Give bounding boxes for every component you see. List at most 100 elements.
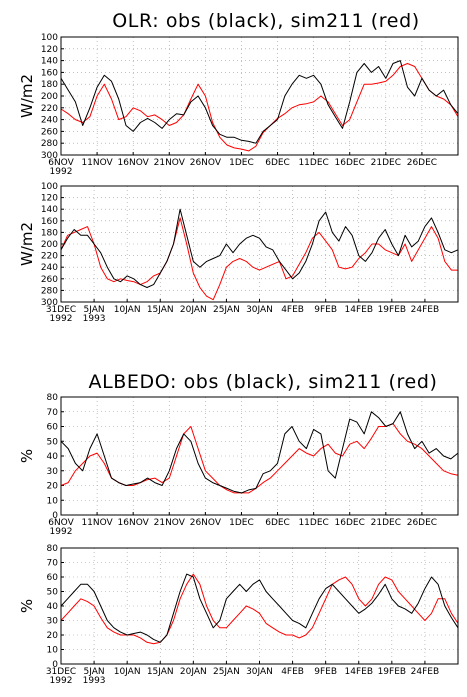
y-tick-label: 200 bbox=[41, 240, 58, 250]
obs-series-line bbox=[60, 60, 459, 144]
y-tick-label: 120 bbox=[41, 45, 58, 55]
y-tick-label: 10 bbox=[47, 496, 59, 506]
y-tick-label: 70 bbox=[47, 559, 59, 569]
x-tick-label: 11DEC bbox=[298, 518, 328, 528]
plot-frame bbox=[60, 36, 459, 156]
x-tick-label: 21DEC bbox=[371, 158, 401, 168]
x-tick-label: 11NOV bbox=[81, 158, 113, 168]
x-tick-label: 1DEC bbox=[229, 158, 254, 168]
chart-panels: 1001201401601802002202402602803006NOV199… bbox=[18, 33, 459, 686]
x-tick-label: 31DEC bbox=[46, 305, 76, 315]
y-tick-label: 60 bbox=[47, 423, 59, 433]
x-tick-label: 19FEB bbox=[378, 305, 407, 315]
y-tick-label: 50 bbox=[47, 588, 59, 598]
y-tick-label: 140 bbox=[41, 205, 58, 215]
x-tick-label: 10JAN bbox=[114, 305, 141, 315]
x-tick-label: 24FEB bbox=[411, 305, 440, 315]
x-tick-year-label: 1993 bbox=[83, 314, 106, 324]
obs-series-line bbox=[60, 573, 459, 643]
plot-frame bbox=[60, 547, 459, 665]
x-tick-label: 19FEB bbox=[378, 667, 407, 677]
y-tick-label: 10 bbox=[47, 646, 59, 656]
x-tick-label: 24FEB bbox=[411, 667, 440, 677]
y-tick-label: 40 bbox=[47, 452, 59, 462]
plot-frame bbox=[60, 185, 459, 303]
y-tick-label: 40 bbox=[47, 602, 59, 612]
y-tick-label: 260 bbox=[41, 127, 58, 137]
y-tick-label: 180 bbox=[41, 80, 58, 90]
x-tick-year-label: 1993 bbox=[83, 676, 106, 686]
x-tick-label: 21DEC bbox=[371, 518, 401, 528]
y-tick-label: 160 bbox=[41, 68, 58, 78]
y-tick-label: 220 bbox=[41, 252, 58, 262]
sim-series-line bbox=[60, 63, 459, 152]
x-tick-label: 26DEC bbox=[407, 158, 437, 168]
x-tick-label: 20JAN bbox=[180, 305, 207, 315]
y-tick-label: 240 bbox=[41, 116, 58, 126]
y-tick-label: 140 bbox=[41, 57, 58, 67]
x-tick-label: 11NOV bbox=[81, 518, 113, 528]
olr-title: OLR: obs (black), sim211 (red) bbox=[112, 10, 420, 32]
y-tick-label: 80 bbox=[47, 393, 59, 403]
x-tick-label: 6NOV bbox=[48, 158, 74, 168]
y-tick-label: 300 bbox=[41, 151, 58, 161]
y-axis-label: W/m2 bbox=[18, 222, 36, 266]
y-tick-label: 50 bbox=[47, 437, 59, 447]
y-tick-label: 70 bbox=[47, 408, 59, 418]
x-tick-label: 30JAN bbox=[246, 305, 273, 315]
x-tick-label: 15JAN bbox=[147, 667, 174, 677]
x-tick-label: 20JAN bbox=[180, 667, 207, 677]
y-tick-label: 60 bbox=[47, 573, 59, 583]
x-tick-label: 25JAN bbox=[213, 667, 240, 677]
x-tick-label: 16DEC bbox=[335, 518, 365, 528]
x-tick-label: 5JAN bbox=[84, 667, 105, 677]
x-tick-label: 14FEB bbox=[345, 667, 374, 677]
x-tick-year-label: 1992 bbox=[50, 527, 73, 537]
y-axis-label: W/m2 bbox=[18, 74, 36, 118]
x-tick-label: 26DEC bbox=[407, 518, 437, 528]
y-tick-label: 80 bbox=[47, 544, 59, 554]
y-tick-label: 180 bbox=[41, 228, 58, 238]
y-tick-label: 160 bbox=[41, 217, 58, 227]
albedo-title: ALBEDO: obs (black), sim211 (red) bbox=[88, 371, 437, 393]
y-tick-label: 280 bbox=[41, 286, 58, 296]
x-tick-label: 6NOV bbox=[48, 518, 74, 528]
x-tick-label: 30JAN bbox=[246, 667, 273, 677]
y-tick-label: 0 bbox=[52, 660, 58, 670]
sim-series-line bbox=[60, 217, 458, 301]
chart-panel-2: 10012014016018020022024026028030031DEC19… bbox=[18, 182, 459, 324]
x-tick-label: 16NOV bbox=[118, 518, 150, 528]
plot-frame bbox=[60, 396, 459, 516]
y-axis-label: % bbox=[18, 449, 36, 463]
obs-series-line bbox=[60, 411, 459, 494]
x-tick-label: 5JAN bbox=[84, 305, 105, 315]
x-tick-label: 21NOV bbox=[154, 158, 186, 168]
y-tick-label: 100 bbox=[41, 33, 58, 43]
y-tick-label: 20 bbox=[47, 482, 59, 492]
x-tick-label: 26NOV bbox=[190, 158, 222, 168]
y-tick-label: 120 bbox=[41, 194, 58, 204]
y-tick-label: 0 bbox=[52, 511, 58, 521]
x-tick-label: 6DEC bbox=[265, 158, 290, 168]
sim-series-line bbox=[60, 423, 459, 494]
obs-series-line bbox=[60, 208, 459, 288]
y-tick-label: 200 bbox=[41, 92, 58, 102]
x-tick-year-label: 1992 bbox=[50, 167, 73, 177]
x-tick-year-label: 1992 bbox=[50, 314, 73, 324]
y-tick-label: 20 bbox=[47, 631, 59, 641]
y-tick-label: 30 bbox=[47, 467, 59, 477]
y-tick-label: 280 bbox=[41, 139, 58, 149]
y-tick-label: 240 bbox=[41, 263, 58, 273]
y-tick-label: 300 bbox=[41, 298, 58, 308]
y-axis-label: % bbox=[18, 599, 36, 613]
x-tick-year-label: 1992 bbox=[50, 676, 73, 686]
x-tick-label: 15JAN bbox=[147, 305, 174, 315]
x-tick-label: 11DEC bbox=[298, 158, 328, 168]
y-tick-label: 260 bbox=[41, 275, 58, 285]
y-tick-label: 220 bbox=[41, 104, 58, 114]
x-tick-label: 21NOV bbox=[154, 518, 186, 528]
x-tick-label: 9FEB bbox=[314, 667, 337, 677]
